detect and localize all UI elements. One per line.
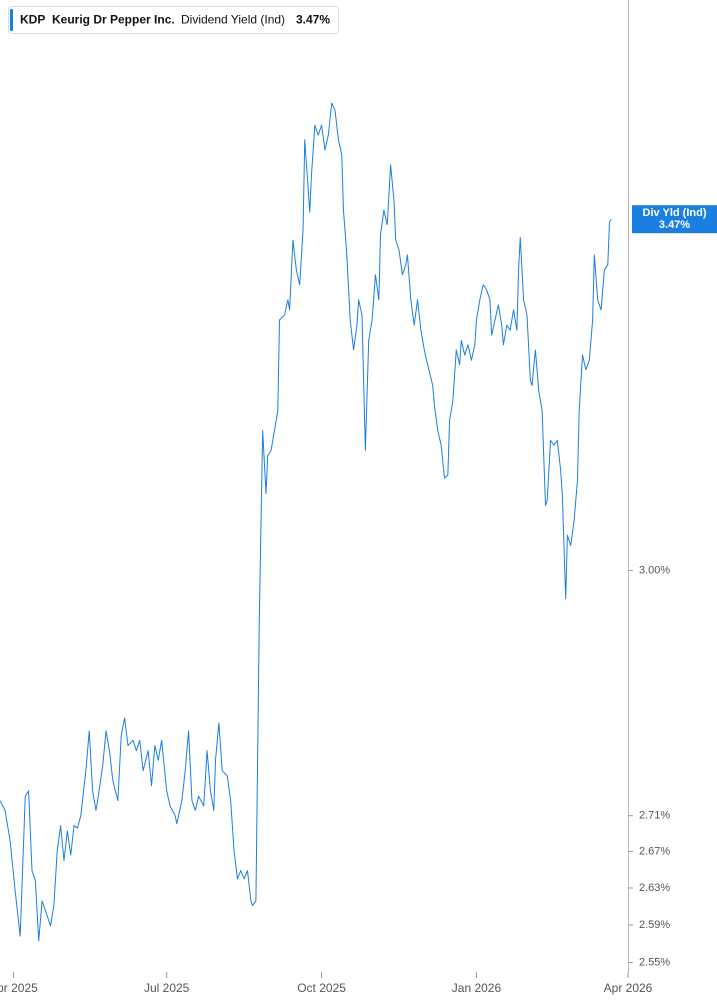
y-tick-label: 2.67%	[639, 845, 670, 857]
legend: KDP Keurig Dr Pepper Inc. Dividend Yield…	[8, 6, 339, 34]
plot-area	[0, 102, 612, 942]
y-tick-label: 2.63%	[639, 882, 670, 894]
x-tick-label: Jan 2026	[452, 981, 502, 995]
y-tick-label: 2.59%	[639, 919, 670, 931]
legend-swatch	[10, 9, 13, 31]
series-line	[0, 102, 612, 942]
current-value-badge	[632, 205, 717, 234]
legend-series: Dividend Yield (Ind)	[181, 13, 285, 27]
y-tick-label: 2.55%	[639, 956, 670, 968]
x-tick-label: Oct 2025	[297, 981, 346, 995]
legend-ticker: KDP	[20, 13, 45, 27]
y-tick-label: 3.00%	[639, 564, 670, 576]
x-tick-label: Jul 2025	[144, 981, 190, 995]
y-tick-label: 2.71%	[639, 810, 670, 822]
x-tick-label: Apr 2026	[604, 981, 653, 995]
legend-value: 3.47%	[296, 13, 330, 27]
x-tick-label: Apr 2025	[0, 981, 38, 995]
legend-box	[8, 6, 339, 34]
current-value-name: Div Yld (Ind)	[643, 207, 707, 219]
legend-company: Keurig Dr Pepper Inc.	[52, 13, 175, 27]
current-value-label: 3.47%	[659, 219, 690, 231]
